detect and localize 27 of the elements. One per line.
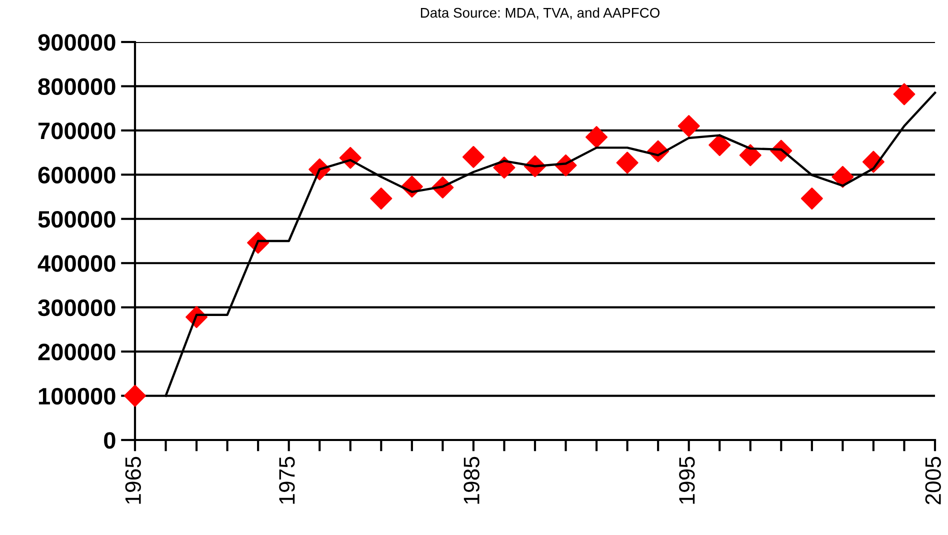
y-tick-label: 600000 bbox=[38, 166, 116, 184]
point bbox=[370, 188, 392, 210]
point bbox=[124, 384, 146, 407]
y-tick-label: 200000 bbox=[38, 344, 116, 360]
point bbox=[739, 144, 762, 166]
point bbox=[678, 115, 700, 138]
y-tick-label: 0 bbox=[104, 432, 116, 449]
point bbox=[800, 188, 823, 210]
y-tick-label: 300000 bbox=[38, 299, 116, 316]
point bbox=[708, 134, 731, 156]
y-tick-label: 400000 bbox=[38, 255, 116, 272]
point bbox=[616, 152, 638, 174]
x-tick-label: 1995 bbox=[679, 456, 695, 504]
x-tick-label: 1965 bbox=[125, 456, 141, 504]
point bbox=[586, 126, 608, 148]
y-tick-label: 800000 bbox=[38, 78, 116, 96]
x-tick-label: 2005 bbox=[925, 456, 941, 504]
y-tick-label: 100000 bbox=[38, 388, 116, 405]
source-note: Data Source: MDA, TVA, and AAPFCO bbox=[420, 8, 660, 20]
x-tick-label: 1985 bbox=[464, 456, 480, 504]
y-tick-label: 700000 bbox=[38, 122, 116, 140]
y-tick-label: 900000 bbox=[38, 34, 116, 51]
point bbox=[462, 146, 484, 168]
point bbox=[893, 83, 916, 106]
y-tick-label: 500000 bbox=[38, 210, 116, 228]
point bbox=[832, 166, 854, 188]
x-tick-label: 1975 bbox=[279, 456, 295, 504]
